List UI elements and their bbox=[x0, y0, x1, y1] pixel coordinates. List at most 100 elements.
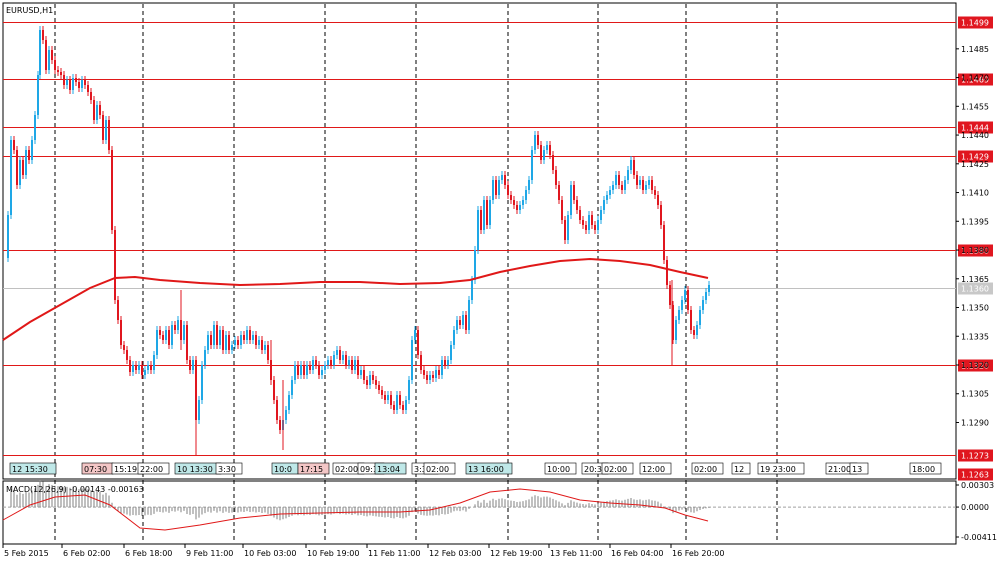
event-marker-label: 19 23:00 bbox=[760, 465, 796, 474]
candle-body bbox=[222, 330, 224, 350]
candle-body bbox=[69, 80, 71, 90]
candle-body bbox=[393, 405, 395, 410]
candle-body bbox=[144, 370, 146, 375]
current-price-text: 1.1360 bbox=[961, 285, 989, 294]
candle-body bbox=[570, 185, 572, 215]
event-marker[interactable]: 10 13:30 bbox=[174, 462, 222, 475]
candle-body bbox=[432, 375, 434, 378]
event-marker[interactable]: 13:04 bbox=[374, 462, 407, 475]
event-marker[interactable]: 02:00 bbox=[691, 462, 724, 475]
candle-body bbox=[525, 190, 527, 200]
event-marker[interactable]: 22:00 bbox=[137, 462, 170, 475]
candle-body bbox=[300, 365, 302, 375]
candle-body bbox=[25, 150, 27, 175]
candle-body bbox=[648, 180, 650, 185]
candle-body bbox=[16, 150, 18, 185]
candle-body bbox=[606, 195, 608, 200]
event-marker[interactable]: 17:15 bbox=[297, 462, 330, 475]
price-tick-label: 1.1380 bbox=[961, 246, 989, 255]
candle-body bbox=[255, 335, 257, 345]
level-label-text: 1.1429 bbox=[961, 153, 989, 162]
macd-axis: 0.00303 0.0000 -0.00411 bbox=[956, 481, 997, 542]
candle-body bbox=[600, 210, 602, 220]
candle-body bbox=[495, 180, 497, 195]
level-label-text: 1.1469 bbox=[961, 76, 989, 85]
level-label: 1.1499 bbox=[958, 16, 993, 29]
candle-body bbox=[423, 370, 425, 375]
candle-body bbox=[591, 215, 593, 225]
candle-body bbox=[579, 210, 581, 220]
event-marker-label: 02:00 bbox=[694, 465, 717, 474]
candle-body bbox=[117, 300, 119, 320]
level-label: 1.1444 bbox=[958, 121, 993, 134]
candle-body bbox=[630, 160, 632, 170]
event-marker[interactable]: 02:00 bbox=[423, 462, 456, 475]
candle-body bbox=[261, 340, 263, 350]
candle-body bbox=[441, 360, 443, 375]
candle-body bbox=[37, 75, 39, 115]
event-marker[interactable]: 19 23:00 bbox=[757, 462, 805, 475]
event-marker-label: 3:30 bbox=[218, 465, 236, 474]
event-marker-label: 17:15 bbox=[300, 465, 323, 474]
candle-body bbox=[90, 92, 92, 100]
candle-body bbox=[231, 345, 233, 350]
candle-body bbox=[297, 365, 299, 375]
event-marker[interactable]: 07:30 bbox=[81, 462, 114, 475]
candle-body bbox=[31, 140, 33, 160]
candle-body bbox=[339, 350, 341, 360]
candle-body bbox=[615, 175, 617, 185]
event-marker[interactable]: 10:00 bbox=[544, 462, 577, 475]
event-marker[interactable]: 3:30 bbox=[215, 462, 243, 475]
event-marker[interactable]: 13 16:00 bbox=[465, 462, 513, 475]
candle-body bbox=[477, 210, 479, 250]
candle-body bbox=[258, 340, 260, 345]
candle-body bbox=[168, 330, 170, 345]
candle-body bbox=[552, 155, 554, 170]
candle-body bbox=[480, 210, 482, 230]
candle-body bbox=[120, 320, 122, 345]
event-marker[interactable]: 13 bbox=[849, 462, 869, 475]
macd-tick-label: 0.00303 bbox=[961, 481, 994, 490]
candlesticks bbox=[7, 26, 710, 455]
event-marker[interactable]: 10:0 bbox=[271, 462, 299, 475]
candle-body bbox=[87, 85, 89, 92]
time-tick-label: 5 Feb 2015 bbox=[4, 549, 49, 558]
candle-body bbox=[381, 390, 383, 395]
event-marker[interactable]: 12 15:30 bbox=[9, 462, 57, 475]
macd-tick-label: 0.0000 bbox=[961, 503, 989, 512]
price-tick-label: 1.1485 bbox=[961, 45, 989, 54]
candle-body bbox=[609, 190, 611, 195]
candle-body bbox=[345, 355, 347, 365]
horizontal-levels[interactable]: 1.1499 1.1469 1.1444 1.1429 1.1380 1.1320 1.12… bbox=[3, 16, 993, 481]
candle-body bbox=[618, 175, 620, 185]
candle-body bbox=[513, 200, 515, 205]
event-marker[interactable]: 18:00 bbox=[909, 462, 942, 475]
candle-body bbox=[186, 325, 188, 360]
price-chart-frame[interactable] bbox=[2, 2, 957, 480]
macd-panel-frame[interactable] bbox=[2, 480, 957, 545]
event-strip[interactable]: 12 15:30 07:30 15:19 22:00 10 13:30 3:30 10:0 1… bbox=[9, 462, 942, 475]
candle-body bbox=[543, 150, 545, 160]
candle-body bbox=[519, 205, 521, 210]
candle-body bbox=[135, 365, 137, 370]
candle-body bbox=[585, 225, 587, 230]
candle-body bbox=[42, 30, 44, 40]
candle-body bbox=[165, 330, 167, 340]
candle-body bbox=[54, 60, 56, 70]
candle-body bbox=[405, 400, 407, 410]
event-marker[interactable]: 12 bbox=[731, 462, 751, 475]
candle-body bbox=[462, 315, 464, 325]
candle-body bbox=[621, 185, 623, 190]
candle-body bbox=[594, 225, 596, 230]
candle-body bbox=[75, 78, 77, 82]
time-tick-label: 10 Feb 03:00 bbox=[244, 549, 296, 558]
time-tick-label: 16 Feb 04:00 bbox=[611, 549, 663, 558]
candle-body bbox=[114, 230, 116, 300]
candle-body bbox=[81, 80, 83, 88]
candle-body bbox=[105, 120, 107, 140]
event-marker[interactable]: 02:00 bbox=[601, 462, 634, 475]
candle-body bbox=[267, 345, 269, 360]
level-label-text: 1.1273 bbox=[961, 452, 989, 461]
event-marker[interactable]: 12:00 bbox=[639, 462, 672, 475]
